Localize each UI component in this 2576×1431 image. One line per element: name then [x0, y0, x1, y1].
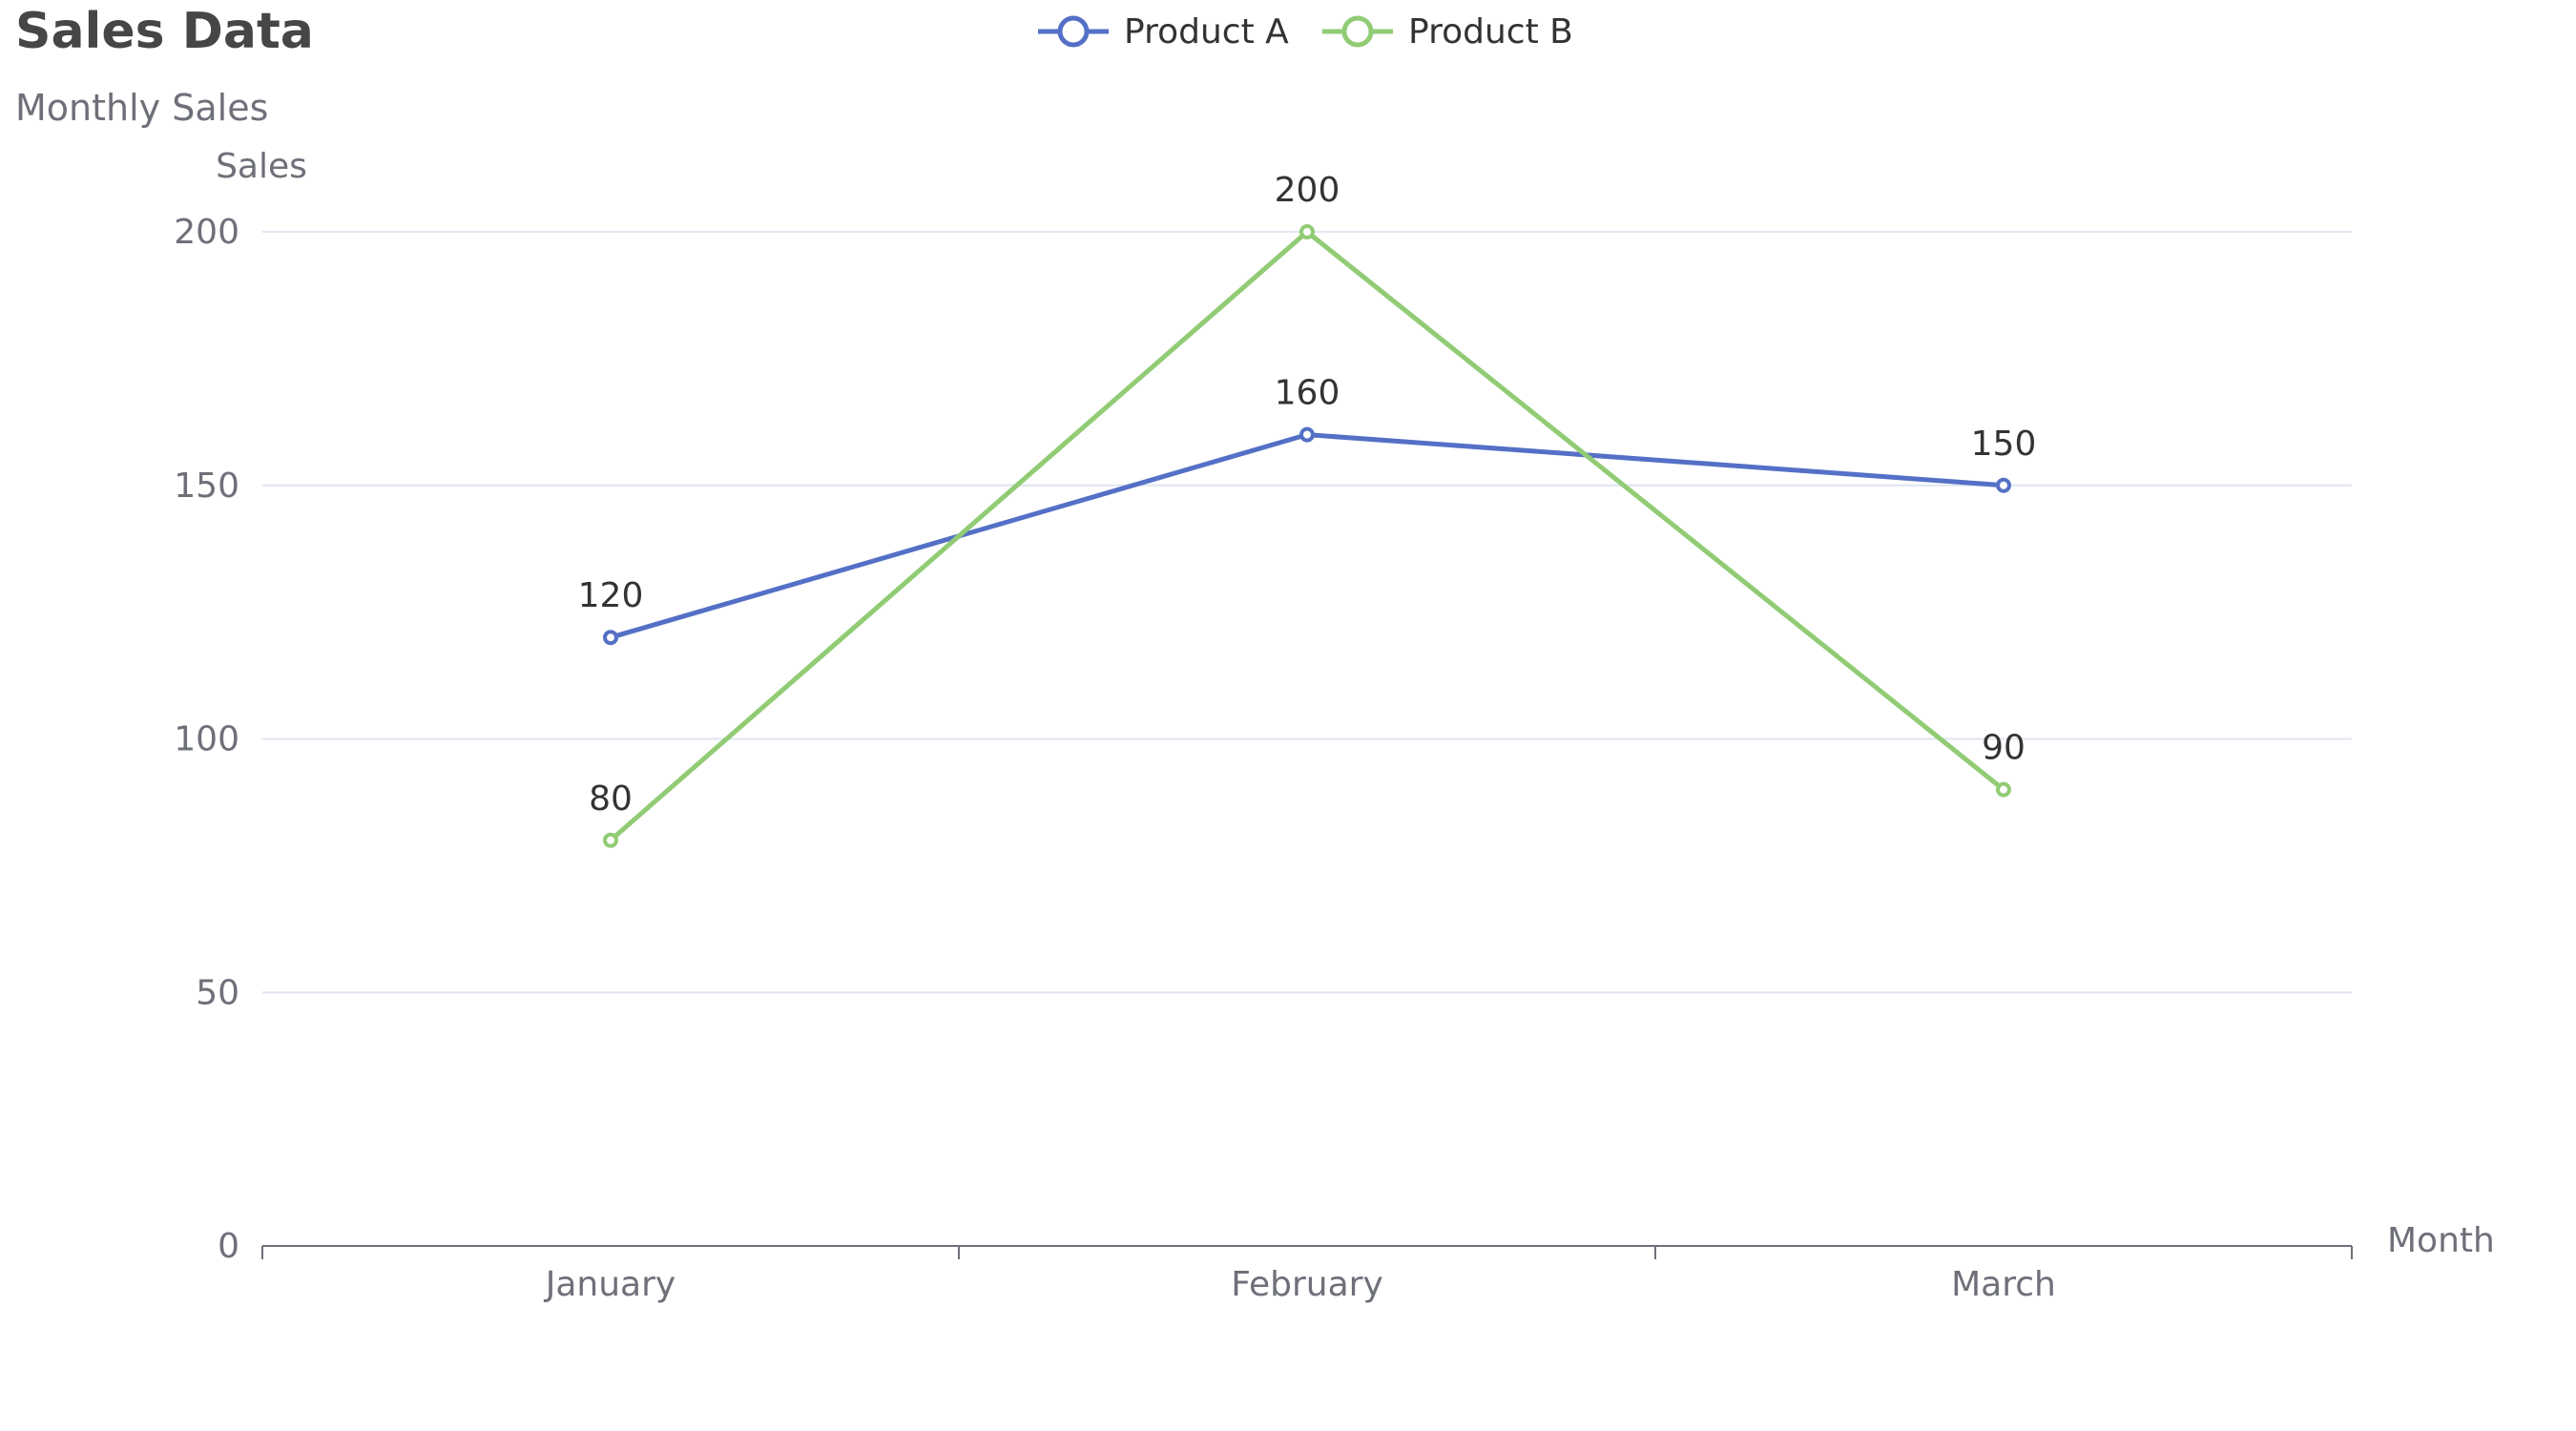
- x-tick-label: March: [1951, 1265, 2056, 1304]
- x-axis-title: Month: [2387, 1221, 2495, 1260]
- data-label: 90: [1982, 729, 2025, 768]
- data-label: 120: [578, 576, 644, 615]
- series-layer: 120 160 150 80 200 90: [578, 171, 2037, 848]
- y-tick-label: 50: [196, 973, 239, 1012]
- data-point[interactable]: [1996, 781, 2011, 798]
- data-label: 160: [1275, 374, 1340, 413]
- legend-label: Product A: [1124, 12, 1289, 52]
- x-axis: January February March: [261, 1245, 2353, 1304]
- series-line: [609, 229, 2005, 842]
- x-tick-label: January: [544, 1265, 675, 1304]
- y-tick-label: 100: [174, 720, 239, 759]
- series-2: 80 200 90: [589, 171, 2025, 848]
- data-label: 80: [589, 779, 633, 819]
- y-tick-label: 0: [218, 1227, 239, 1266]
- y-tick-label: 200: [174, 213, 239, 252]
- legend-marker-icon: [1341, 15, 1374, 48]
- chart-title: Sales Data: [15, 3, 314, 60]
- data-point[interactable]: [1299, 426, 1315, 443]
- x-tick-label: February: [1231, 1265, 1383, 1304]
- legend[interactable]: Product A Product B: [1038, 12, 1573, 52]
- data-point[interactable]: [603, 630, 618, 646]
- legend-item[interactable]: Product B: [1322, 12, 1573, 52]
- series-line: [610, 432, 2005, 640]
- data-label: 150: [1971, 425, 2037, 464]
- grid-lines: 0 50 100 150 200: [174, 213, 2352, 1266]
- y-tick-label: 150: [174, 467, 239, 506]
- y-axis-title: Sales: [216, 147, 307, 186]
- legend-item[interactable]: Product A: [1038, 12, 1289, 52]
- data-point[interactable]: [1299, 224, 1315, 239]
- chart-subtitle: Monthly Sales: [15, 87, 268, 129]
- data-point[interactable]: [603, 832, 618, 848]
- data-point[interactable]: [1996, 477, 2011, 493]
- legend-marker-icon: [1057, 15, 1090, 48]
- legend-label: Product B: [1408, 12, 1573, 52]
- data-label: 200: [1275, 171, 1340, 210]
- series-1: 120 160 150: [578, 374, 2037, 646]
